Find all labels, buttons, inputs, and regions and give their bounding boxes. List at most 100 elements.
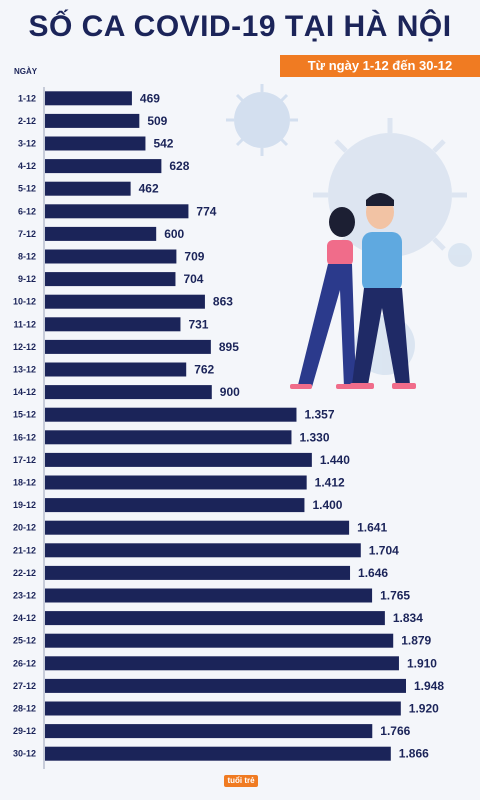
- bar: [45, 385, 212, 400]
- data-label: 900: [220, 385, 240, 399]
- category-label: 28-12: [13, 704, 36, 714]
- data-label: 762: [194, 363, 214, 377]
- category-label: 12-12: [13, 342, 36, 352]
- data-label: 1.766: [380, 724, 410, 738]
- bar: [45, 159, 162, 174]
- bar: [45, 407, 297, 422]
- bar: [45, 113, 140, 128]
- tuoi-tre-logo: tuổi trẻ: [224, 775, 258, 787]
- data-label: 1.704: [369, 543, 399, 557]
- bar: [45, 498, 305, 513]
- bar: [45, 452, 312, 467]
- bar: [45, 317, 181, 332]
- category-label: 2-12: [18, 116, 36, 126]
- bar: [45, 136, 146, 151]
- category-label: 19-12: [13, 500, 36, 510]
- data-label: 863: [213, 295, 233, 309]
- data-label: 1.646: [358, 566, 388, 580]
- chart-title: SỐ CA COVID-19 TẠI HÀ NỘI: [28, 10, 452, 43]
- date-range-badge: Từ ngày 1-12 đến 30-12: [280, 55, 480, 77]
- bar: [45, 746, 391, 761]
- category-label: 5-12: [18, 184, 36, 194]
- man-figure-icon: [350, 193, 416, 389]
- data-label: 731: [188, 317, 208, 331]
- data-label: 1.879: [401, 634, 431, 648]
- category-label: 7-12: [18, 229, 36, 239]
- bar: [45, 181, 131, 196]
- category-label: 22-12: [13, 568, 36, 578]
- category-label: 25-12: [13, 636, 36, 646]
- bar: [45, 272, 176, 287]
- data-label: 628: [169, 159, 189, 173]
- category-label: 16-12: [13, 432, 36, 442]
- bar: [45, 362, 187, 377]
- category-label: 13-12: [13, 365, 36, 375]
- y-axis-label: NGÀY: [14, 67, 38, 76]
- bar: [45, 226, 157, 241]
- category-label: 1-12: [18, 93, 36, 103]
- data-label: 600: [164, 227, 184, 241]
- data-label: 1.412: [315, 476, 345, 490]
- category-label: 15-12: [13, 410, 36, 420]
- category-label: 24-12: [13, 613, 36, 623]
- category-label: 29-12: [13, 726, 36, 736]
- data-label: 1.948: [414, 679, 444, 693]
- virus-icon: [313, 118, 467, 272]
- virus-icon: [226, 84, 298, 156]
- data-label: 542: [153, 137, 173, 151]
- data-label: 1.920: [409, 702, 439, 716]
- category-label: 26-12: [13, 658, 36, 668]
- category-label: 14-12: [13, 387, 36, 397]
- bar: [45, 249, 177, 264]
- bar: [45, 633, 394, 648]
- data-label: 462: [139, 182, 159, 196]
- category-label: 11-12: [13, 319, 36, 329]
- data-label: 774: [196, 204, 216, 218]
- data-label: 1.866: [399, 747, 429, 761]
- category-label: 10-12: [13, 297, 36, 307]
- data-label: 1.440: [320, 453, 350, 467]
- data-label: 709: [184, 250, 204, 264]
- bar: [45, 701, 401, 716]
- category-label: 9-12: [18, 274, 36, 284]
- data-label: 1.765: [380, 589, 410, 603]
- category-label: 21-12: [13, 545, 36, 555]
- category-label: 30-12: [13, 749, 36, 759]
- bar: [45, 339, 211, 354]
- data-label: 1.357: [304, 408, 334, 422]
- bar: [45, 91, 132, 106]
- bar: [45, 294, 205, 309]
- data-label: 1.834: [393, 611, 423, 625]
- bar: [45, 656, 399, 671]
- data-label: 1.400: [312, 498, 342, 512]
- category-label: 18-12: [13, 478, 36, 488]
- category-label: 6-12: [18, 206, 36, 216]
- category-label: 3-12: [18, 139, 36, 149]
- data-label: 895: [219, 340, 239, 354]
- category-label: 27-12: [13, 681, 36, 691]
- bar: [45, 520, 350, 535]
- data-label: 1.330: [299, 430, 329, 444]
- bar: [45, 565, 351, 580]
- category-label: 4-12: [18, 161, 36, 171]
- data-label: 469: [140, 91, 160, 105]
- category-label: 8-12: [18, 252, 36, 262]
- woman-figure-icon: [290, 207, 358, 389]
- data-label: 1.641: [357, 521, 387, 535]
- data-label: 704: [183, 272, 203, 286]
- bar: [45, 678, 406, 693]
- bar: [45, 543, 361, 558]
- bar: [45, 475, 307, 490]
- data-label: 1.910: [407, 656, 437, 670]
- category-label: 23-12: [13, 591, 36, 601]
- bar: [45, 204, 189, 219]
- category-label: 20-12: [13, 523, 36, 533]
- data-label: 509: [147, 114, 167, 128]
- category-label: 17-12: [13, 455, 36, 465]
- bar: [45, 724, 373, 739]
- bar: [45, 611, 385, 626]
- bar: [45, 588, 373, 603]
- bar: [45, 430, 292, 445]
